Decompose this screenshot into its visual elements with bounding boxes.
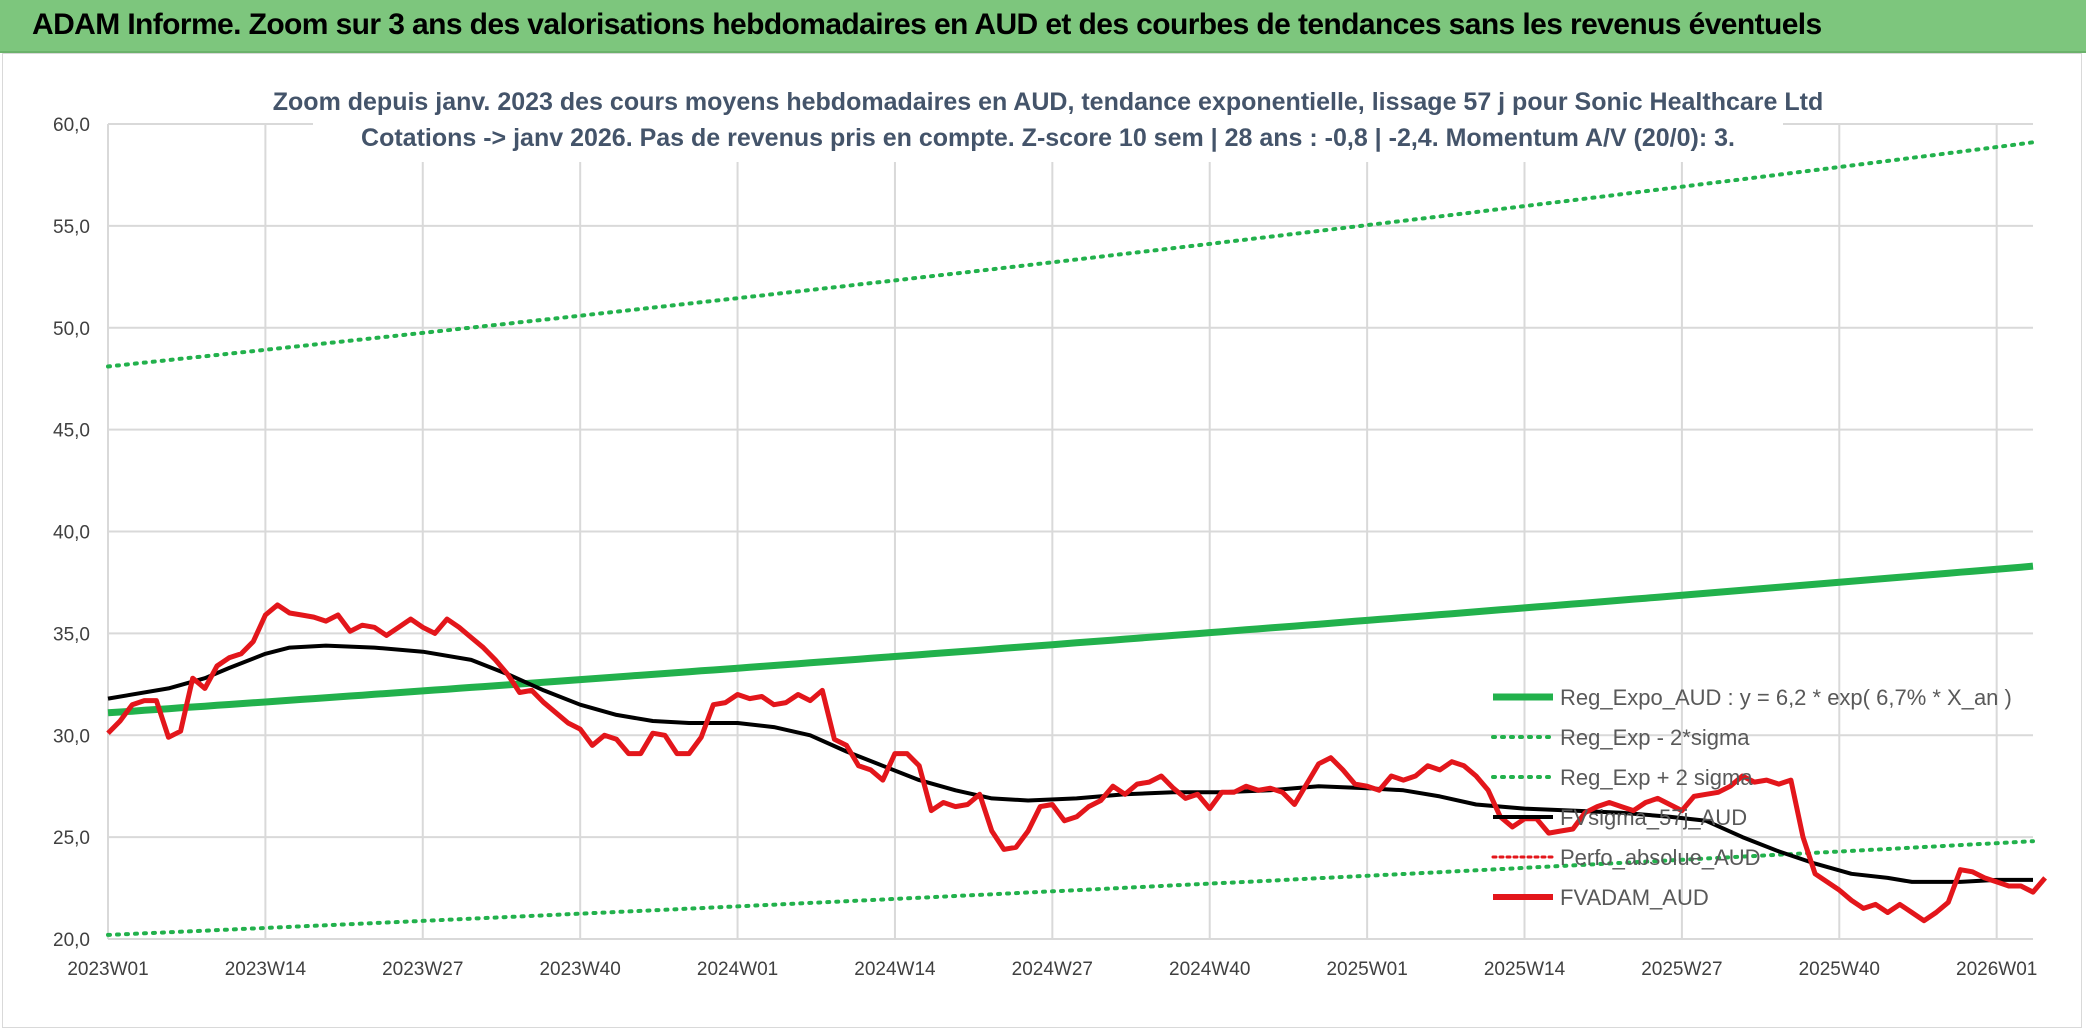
y-tick-label: 40,0 <box>53 523 90 544</box>
x-tick-label: 2023W01 <box>67 959 148 980</box>
chart-title-block: Zoom depuis janv. 2023 des cours moyens … <box>273 74 1823 162</box>
y-tick-label: 20,0 <box>53 930 90 951</box>
x-tick-label: 2025W40 <box>1799 959 1880 980</box>
x-tick-label: 2023W27 <box>382 959 463 980</box>
legend-label: FVsigma_57j_AUD <box>1560 805 1747 830</box>
page-title: ADAM Informe. Zoom sur 3 ans des valoris… <box>32 8 1822 41</box>
y-tick-label: 60,0 <box>53 115 90 136</box>
x-tick-label: 2024W01 <box>697 959 778 980</box>
series-reg-expo-aud <box>107 562 2034 717</box>
header-banner: ADAM Informe. Zoom sur 3 ans des valoris… <box>0 0 2086 53</box>
series-fvadam-aud <box>106 602 2048 924</box>
legend-label: Perfo_absolue_AUD <box>1560 845 1761 870</box>
y-tick-label: 35,0 <box>53 624 90 645</box>
y-tick-label: 55,0 <box>53 217 90 238</box>
chart-title-line-1: Zoom depuis janv. 2023 des cours moyens … <box>273 88 1823 116</box>
line-chart: 20,0 25,0 30,0 35,0 40,0 45,0 50,0 55,0 60,0 202… <box>53 74 2048 980</box>
x-tick-label: 2023W40 <box>539 959 620 980</box>
series-reg-exp-plus-2sigma <box>106 140 2035 369</box>
gridlines <box>107 123 2033 940</box>
series <box>106 140 2048 937</box>
x-tick-label: 2025W27 <box>1641 959 1722 980</box>
x-axis-ticks: 2023W01 2023W14 2023W27 2023W40 2024W01 2024W… <box>67 959 2037 980</box>
series-reg-exp-minus-2sigma <box>106 839 2035 937</box>
x-tick-label: 2025W14 <box>1484 959 1566 980</box>
legend-label: FVADAM_AUD <box>1560 885 1709 910</box>
y-axis-ticks: 20,0 25,0 30,0 35,0 40,0 45,0 50,0 55,0 60,0 <box>53 115 90 951</box>
legend: Reg_Expo_AUD : y = 6,2 * exp( 6,7% * X_a… <box>1491 685 2012 910</box>
legend-label: Reg_Expo_AUD : y = 6,2 * exp( 6,7% * X_a… <box>1560 685 2012 710</box>
y-tick-label: 45,0 <box>53 421 90 442</box>
x-tick-label: 2025W01 <box>1326 959 1407 980</box>
chart-title-line-2: Cotations -> janv 2026. Pas de revenus p… <box>361 124 1735 152</box>
y-tick-label: 50,0 <box>53 319 90 340</box>
x-tick-label: 2024W40 <box>1169 959 1250 980</box>
x-tick-label: 2024W27 <box>1012 959 1093 980</box>
legend-label: Reg_Exp - 2*sigma <box>1560 725 1750 750</box>
legend-label: Reg_Exp + 2 sigma <box>1560 765 1753 790</box>
x-tick-label: 2023W14 <box>225 959 307 980</box>
x-tick-label: 2026W01 <box>1956 959 2037 980</box>
series-fvsigma-57j-aud <box>107 643 2033 884</box>
chart-area: 20,0 25,0 30,0 35,0 40,0 45,0 50,0 55,0 60,0 202… <box>2 53 2082 1028</box>
y-tick-label: 25,0 <box>53 828 90 849</box>
y-tick-label: 30,0 <box>53 726 90 747</box>
x-tick-label: 2024W14 <box>854 959 936 980</box>
title-background <box>313 74 1783 162</box>
